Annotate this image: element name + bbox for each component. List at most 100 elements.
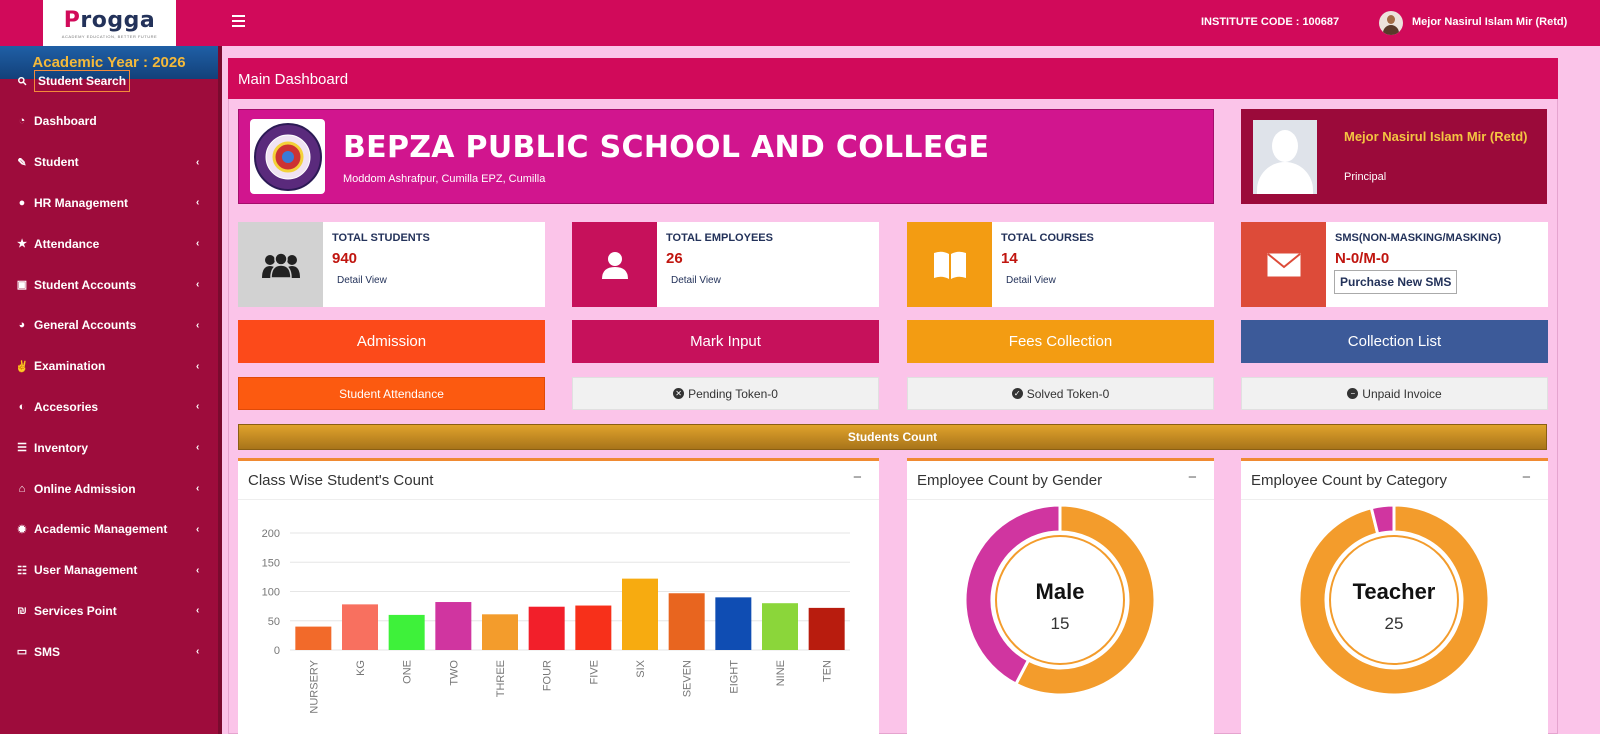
- sms-box: SMS(NON-MASKING/MASKING) N-0/M-0 Purchas…: [1241, 222, 1548, 307]
- unpaid-invoice-button[interactable]: − Unpaid Invoice: [1241, 377, 1548, 410]
- bar-seven[interactable]: [668, 593, 705, 650]
- sidebar-item-hr-management[interactable]: ● HR Management ‹: [0, 182, 218, 223]
- gear-icon: ✹: [17, 523, 27, 536]
- sidebar-item-student-accounts[interactable]: ▣ Student Accounts ‹: [0, 264, 218, 305]
- y-tick-label: 50: [268, 616, 280, 628]
- donut-slice-1[interactable]: [963, 503, 1062, 687]
- admission-button[interactable]: Admission: [238, 320, 545, 363]
- sidebar-item-attendance[interactable]: ★ Attendance ‹: [0, 223, 218, 264]
- x-tick-label: THREE: [495, 660, 507, 697]
- mark-input-button[interactable]: Mark Input: [572, 320, 879, 363]
- sidebar-item-label: User Management: [34, 563, 138, 578]
- minimize-button[interactable]: −: [853, 469, 862, 486]
- gender-count-card: Employee Count by Gender − Male 15: [907, 458, 1214, 734]
- donut-center-label: Teacher: [1353, 579, 1436, 604]
- bar-six[interactable]: [622, 578, 658, 650]
- chart-title: Employee Count by Gender: [917, 472, 1103, 489]
- detail-view-link[interactable]: Detail View: [1006, 275, 1056, 286]
- token-label: Unpaid Invoice: [1362, 386, 1442, 401]
- principal-photo: [1253, 120, 1317, 194]
- logo[interactable]: Progga ACADEMY EDUCATION, BETTER FUTURE: [43, 0, 176, 46]
- school-address: Moddom Ashrafpur, Cumilla EPZ, Cumilla: [343, 173, 546, 185]
- purchase-sms-button[interactable]: Purchase New SMS: [1334, 270, 1458, 294]
- gender-donut-chart: Male 15: [963, 503, 1157, 697]
- bar-ten[interactable]: [808, 607, 845, 650]
- bar-three[interactable]: [482, 614, 518, 650]
- donut-slice-0[interactable]: [1013, 503, 1157, 697]
- class-count-card: Class Wise Student's Count − 0 50 100 150 20…: [238, 458, 879, 734]
- user-icon: [572, 222, 657, 307]
- x-tick-label: FOUR: [542, 660, 554, 691]
- edit-icon: ✎: [17, 156, 27, 169]
- students-count-bar[interactable]: Students Count: [238, 424, 1547, 450]
- page-title: Main Dashboard: [228, 58, 1558, 99]
- sidebar-item-general-accounts[interactable]: ◕ General Accounts ‹: [0, 305, 218, 346]
- chevron-left-icon: ‹: [196, 197, 200, 209]
- menu-toggle-icon[interactable]: [232, 15, 245, 29]
- stat-count: N-0/M-0: [1335, 250, 1390, 267]
- donut-slice-1[interactable]: [1369, 503, 1396, 536]
- total-employees-box: TOTAL EMPLOYEES 26 Detail View: [572, 222, 879, 307]
- chevron-left-icon: ‹: [196, 401, 200, 413]
- solved-token-button[interactable]: ✓ Solved Token-0: [907, 377, 1214, 410]
- chevron-left-icon: ‹: [196, 646, 200, 658]
- chart-title: Employee Count by Category: [1251, 472, 1447, 489]
- detail-view-link[interactable]: Detail View: [671, 275, 721, 286]
- bar-nine[interactable]: [762, 603, 798, 650]
- sidebar-item-user-management[interactable]: ☷ User Management ‹: [0, 550, 218, 591]
- sidebar-item-services-point[interactable]: ₪ Services Point ‹: [0, 590, 218, 631]
- collection-list-button[interactable]: Collection List: [1241, 320, 1548, 363]
- fees-collection-button[interactable]: Fees Collection: [907, 320, 1214, 363]
- sidebar-item-online-admission[interactable]: ⌂ Online Admission ‹: [0, 468, 218, 509]
- times-circle-icon: ✕: [673, 388, 685, 399]
- sidebar-item-label: HR Management: [34, 195, 129, 210]
- sidebar-item-student-search[interactable]: ⚲ Student Search: [0, 60, 218, 101]
- y-tick-label: 0: [274, 645, 280, 657]
- pending-token-button[interactable]: ✕ Pending Token-0: [572, 377, 879, 410]
- student-attendance-button[interactable]: Student Attendance: [238, 377, 545, 410]
- sidebar-item-sms[interactable]: ▭ SMS ‹: [0, 631, 218, 672]
- logo-text: rogga: [80, 7, 156, 33]
- principal-role: Principal: [1344, 171, 1387, 183]
- stat-count: 940: [332, 250, 358, 267]
- minimize-button[interactable]: −: [1522, 469, 1531, 486]
- chevron-left-icon: ‹: [196, 483, 200, 494]
- sidebar-item-examination[interactable]: ✌ Examination ‹: [0, 346, 218, 387]
- detail-view-link[interactable]: Detail View: [337, 275, 387, 286]
- principal-card: Mejor Nasirul Islam Mir (Retd) Principal: [1241, 109, 1547, 204]
- bar-kg[interactable]: [342, 604, 378, 650]
- half-circle-icon: ◐: [18, 400, 26, 413]
- bar-nursery[interactable]: [295, 626, 332, 650]
- bar-two[interactable]: [435, 602, 472, 650]
- user-avatar[interactable]: [1379, 11, 1403, 35]
- donut-slice-0[interactable]: [1297, 503, 1491, 697]
- x-tick-label: ONE: [402, 660, 414, 684]
- sidebar-divider: [218, 46, 222, 734]
- logo-tagline: ACADEMY EDUCATION, BETTER FUTURE: [61, 33, 158, 39]
- donut-inner-ring: [995, 535, 1125, 665]
- sidebar-item-academic-management[interactable]: ✹ Academic Management ‹: [0, 509, 218, 550]
- donut-inner-ring: [1329, 535, 1459, 665]
- sidebar-item-student[interactable]: ✎ Student ‹: [0, 142, 218, 183]
- sms-icon: ▭: [16, 646, 28, 659]
- stat-count: 26: [666, 250, 683, 267]
- dashboard-icon: ◔: [18, 115, 26, 128]
- y-tick-label: 200: [262, 528, 280, 540]
- chart-title: Class Wise Student's Count: [248, 472, 434, 489]
- services-icon: ₪: [17, 604, 27, 617]
- bar-four[interactable]: [528, 606, 565, 650]
- card-icon: ▣: [16, 279, 28, 291]
- institute-code: INSTITUTE CODE : 100687: [1201, 16, 1340, 28]
- user-menu[interactable]: Mejor Nasirul Islam Mir (Retd): [1412, 16, 1568, 28]
- sidebar: Academic Year : 2026 ⚲ Student Search ◔ Das…: [0, 46, 218, 734]
- minimize-button[interactable]: −: [1188, 469, 1197, 486]
- sidebar-item-label: Student Accounts: [34, 277, 137, 292]
- sidebar-item-label: SMS: [34, 644, 61, 659]
- bar-one[interactable]: [388, 614, 425, 650]
- chevron-left-icon: ‹: [196, 360, 200, 372]
- bar-eight[interactable]: [715, 597, 752, 650]
- sidebar-item-accesories[interactable]: ◐ Accesories ‹: [0, 386, 218, 427]
- bar-five[interactable]: [575, 605, 612, 650]
- sidebar-item-dashboard[interactable]: ◔ Dashboard: [0, 101, 218, 142]
- sidebar-item-inventory[interactable]: ☰ Inventory ‹: [0, 427, 218, 468]
